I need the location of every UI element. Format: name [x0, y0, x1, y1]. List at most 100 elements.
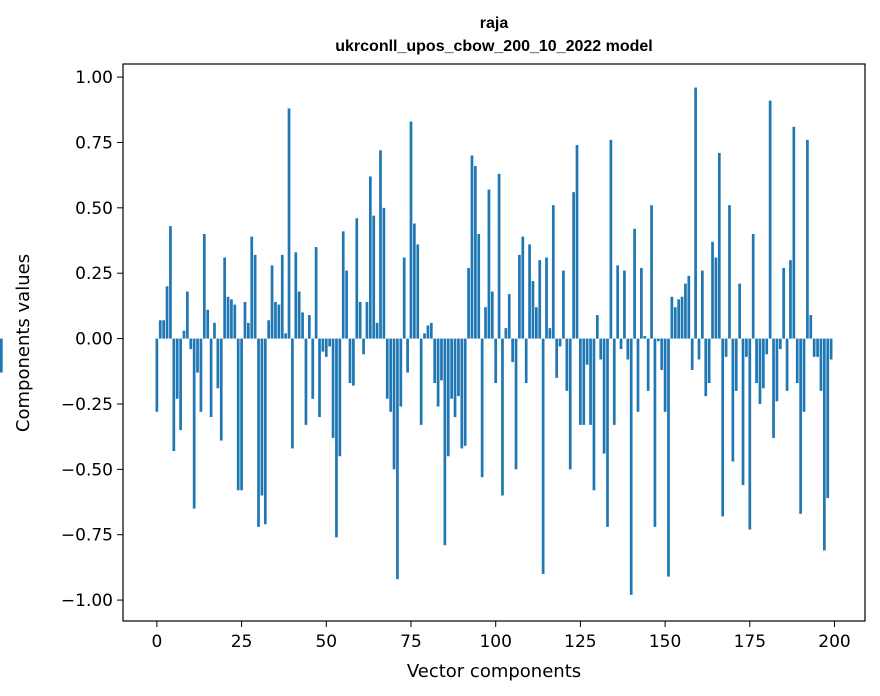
- bar: [426, 325, 430, 339]
- bar: [158, 320, 162, 339]
- bar: [318, 338, 321, 418]
- bar: [535, 307, 538, 339]
- bar: [226, 296, 230, 339]
- bar: [443, 338, 447, 546]
- bar: [440, 338, 443, 381]
- x-axis-ticks: 0 25 50 75 100 125 150 175 200: [151, 621, 851, 652]
- bar: [189, 338, 193, 350]
- bar: [595, 315, 599, 339]
- bar: [704, 338, 708, 397]
- x-tick-label: 175: [734, 632, 766, 652]
- bar: [612, 338, 616, 425]
- bar: [572, 192, 575, 339]
- bar: [379, 150, 382, 339]
- bar: [772, 338, 775, 438]
- x-tick-label: 0: [151, 632, 162, 652]
- y-tick-label: 0.75: [75, 133, 113, 153]
- bar: [423, 333, 426, 339]
- bar: [213, 322, 216, 339]
- bar: [738, 283, 741, 339]
- y-tick-label: −0.50: [61, 460, 113, 480]
- y-tick-label: −0.75: [61, 526, 113, 546]
- bar: [528, 244, 531, 339]
- bar: [511, 338, 514, 363]
- bar: [314, 247, 318, 339]
- bar: [463, 338, 467, 446]
- bar: [335, 338, 338, 538]
- bar: [413, 223, 416, 339]
- bar: [623, 270, 626, 339]
- y-tick-label: −0.25: [61, 395, 113, 415]
- bar: [816, 338, 819, 357]
- bar: [250, 236, 254, 339]
- bar: [829, 338, 833, 360]
- bar: [450, 338, 453, 399]
- x-tick-label: 100: [479, 632, 511, 652]
- bar: [694, 87, 697, 339]
- bar: [711, 241, 714, 339]
- bar: [192, 338, 196, 509]
- y-tick-label: −1.00: [61, 591, 113, 611]
- bar: [765, 338, 769, 355]
- bar: [633, 228, 636, 339]
- bar: [504, 328, 508, 339]
- bar: [741, 338, 745, 486]
- bar: [338, 338, 342, 457]
- bar: [331, 338, 335, 438]
- bar: [626, 338, 630, 360]
- bar: [409, 121, 413, 339]
- bar: [714, 257, 718, 339]
- bar: [375, 322, 379, 339]
- bar: [392, 338, 396, 470]
- bar: [253, 254, 257, 339]
- bar: [565, 338, 569, 391]
- bar: [792, 126, 796, 339]
- bar: [650, 205, 653, 339]
- bar: [274, 301, 277, 339]
- bar: [175, 338, 179, 399]
- bar: [548, 328, 552, 339]
- bar: [501, 338, 504, 496]
- bar: [406, 338, 409, 373]
- bar: [690, 338, 694, 370]
- bar: [179, 338, 182, 431]
- bar: [396, 338, 399, 580]
- bar: [775, 338, 779, 402]
- bar: [196, 338, 199, 373]
- plot-frame: [122, 63, 866, 622]
- bar: [416, 244, 420, 339]
- bar: [582, 338, 586, 425]
- bar: [568, 338, 572, 470]
- bar: [172, 338, 176, 452]
- y-tick-label: 0.50: [75, 199, 113, 219]
- bar: [324, 338, 328, 357]
- bar: [812, 338, 816, 357]
- bar: [531, 281, 535, 339]
- bar: [751, 233, 755, 339]
- bar: [267, 320, 271, 339]
- bar: [575, 145, 579, 339]
- bar: [399, 338, 403, 407]
- bar: [206, 309, 210, 339]
- bar: [490, 291, 494, 339]
- bar: [321, 338, 325, 352]
- bar: [328, 338, 332, 347]
- bar: [731, 338, 735, 462]
- bar: [809, 315, 813, 339]
- bar: [247, 322, 250, 339]
- bar: [579, 338, 582, 425]
- bar: [257, 338, 260, 527]
- bar: [745, 338, 748, 357]
- bar: [284, 333, 287, 339]
- bar: [155, 338, 159, 412]
- x-tick-label: 50: [315, 632, 337, 652]
- bar: [182, 330, 186, 339]
- x-tick-label: 25: [231, 632, 253, 652]
- bar: [236, 338, 240, 491]
- bar: [260, 338, 264, 496]
- bar: [636, 338, 640, 412]
- bar: [755, 338, 758, 384]
- bar: [555, 338, 559, 378]
- bar: [358, 301, 362, 339]
- bar: [762, 338, 765, 389]
